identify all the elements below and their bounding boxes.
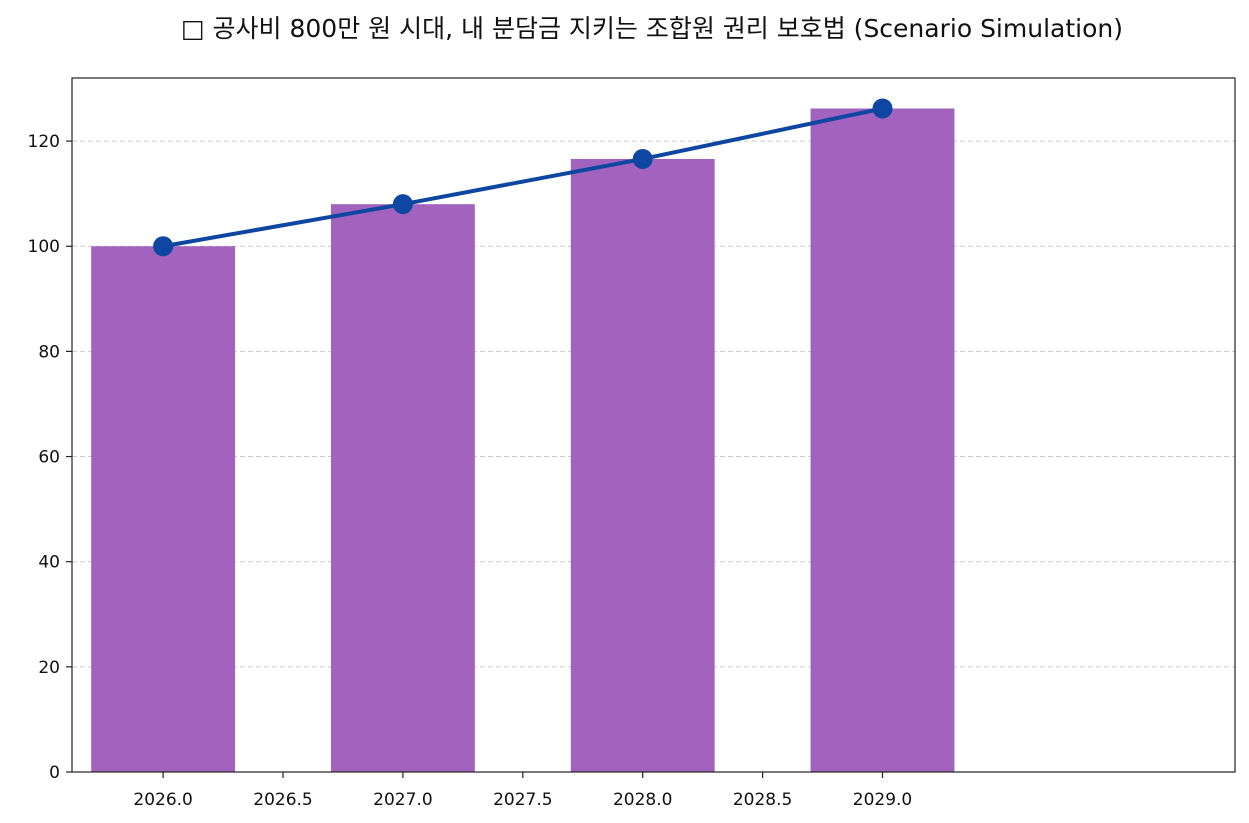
x-tick-label: 2027.0 (373, 790, 432, 810)
bar (330, 204, 475, 772)
y-tick-label: 60 (38, 448, 60, 468)
bar (810, 108, 955, 772)
y-tick-label: 20 (38, 658, 60, 678)
data-point (392, 194, 413, 215)
x-tick-label: 2028.5 (733, 790, 792, 810)
series-line (162, 106, 883, 249)
x-tick-label: 2027.5 (493, 790, 552, 810)
y-tick-label: 100 (28, 237, 60, 257)
grid-layer (72, 140, 1235, 668)
bar (570, 158, 715, 772)
data-point (153, 236, 174, 257)
plot-frame (71, 77, 1236, 773)
y-tick-label: 0 (49, 763, 60, 783)
x-tick-label: 2026.5 (253, 790, 312, 810)
bar (91, 246, 236, 772)
y-tick-label: 80 (38, 342, 60, 362)
x-tick-label: 2029.0 (853, 790, 912, 810)
x-tick-label: 2028.0 (613, 790, 672, 810)
data-point (872, 98, 893, 119)
bar-layer (91, 108, 955, 772)
data-point (632, 148, 653, 169)
line-layer (153, 98, 893, 257)
x-tick-label: 2026.0 (133, 790, 192, 810)
axis-layer: 0 20 40 60 80 100 120 2026.0 2026.5 2027.0 2027.5 2… (28, 77, 1236, 810)
y-tick-label: 120 (28, 132, 60, 152)
chart-title: □ 공사비 800만 원 시대, 내 분담금 지키는 조합원 권리 보호법 (S… (181, 14, 1123, 43)
y-tick-label: 40 (38, 553, 60, 573)
